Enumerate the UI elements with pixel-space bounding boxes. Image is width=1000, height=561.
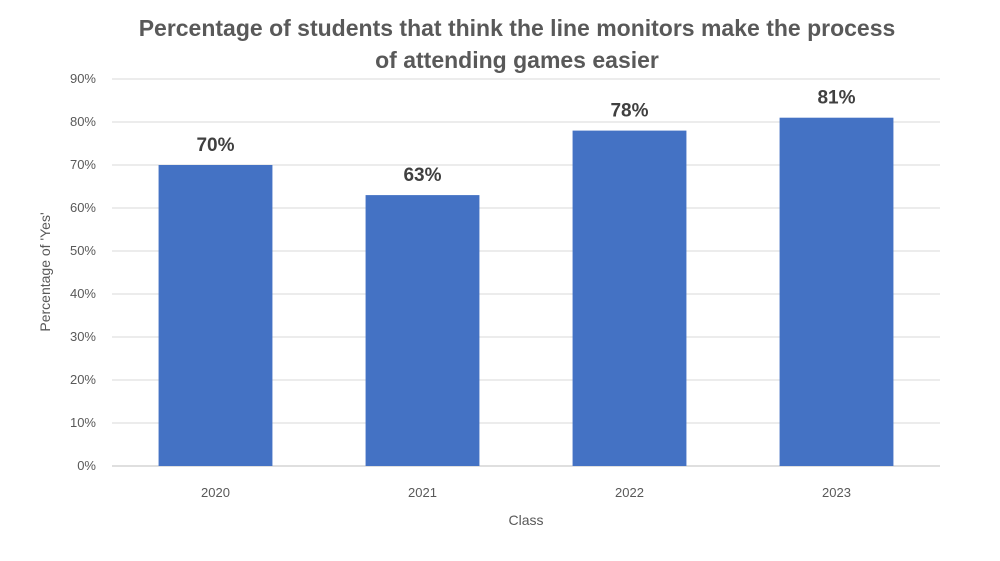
y-tick-label: 70% [70, 157, 96, 172]
chart-title: Percentage of students that think the li… [139, 15, 896, 73]
y-tick-label: 30% [70, 329, 96, 344]
x-axis-label: Class [508, 512, 543, 528]
data-label-2022: 78% [610, 101, 648, 122]
data-label-2021: 63% [403, 165, 441, 186]
y-tick-label: 0% [77, 458, 96, 473]
bars [158, 117, 894, 466]
bar-2020 [158, 165, 273, 466]
data-label-2023: 81% [817, 88, 855, 109]
chart-title-line-1: Percentage of students that think the li… [139, 15, 896, 41]
y-axis-label: Percentage of 'Yes' [37, 212, 53, 331]
y-tick-label: 10% [70, 415, 96, 430]
x-tick-label-2020: 2020 [201, 485, 230, 500]
data-label-2020: 70% [196, 135, 234, 156]
y-tick-label: 80% [70, 114, 96, 129]
x-tick-label-2023: 2023 [822, 485, 851, 500]
y-tick-label: 60% [70, 200, 96, 215]
x-tick-label-2022: 2022 [615, 485, 644, 500]
data-labels: 70% 63% 78% 81% [196, 88, 855, 186]
bar-2022 [572, 130, 687, 466]
y-tick-label: 40% [70, 286, 96, 301]
x-axis-ticks: 2020 2021 2022 2023 [201, 485, 851, 500]
bar-2021 [365, 195, 480, 466]
y-tick-label: 50% [70, 243, 96, 258]
chart-title-line-2: of attending games easier [375, 47, 659, 73]
x-tick-label-2021: 2021 [408, 485, 437, 500]
bar-2023 [779, 117, 894, 466]
y-tick-label: 20% [70, 372, 96, 387]
y-tick-label: 90% [70, 71, 96, 86]
y-axis-ticks: 0% 10% 20% 30% 40% 50% 60% 70% 80% 90% [70, 71, 96, 473]
